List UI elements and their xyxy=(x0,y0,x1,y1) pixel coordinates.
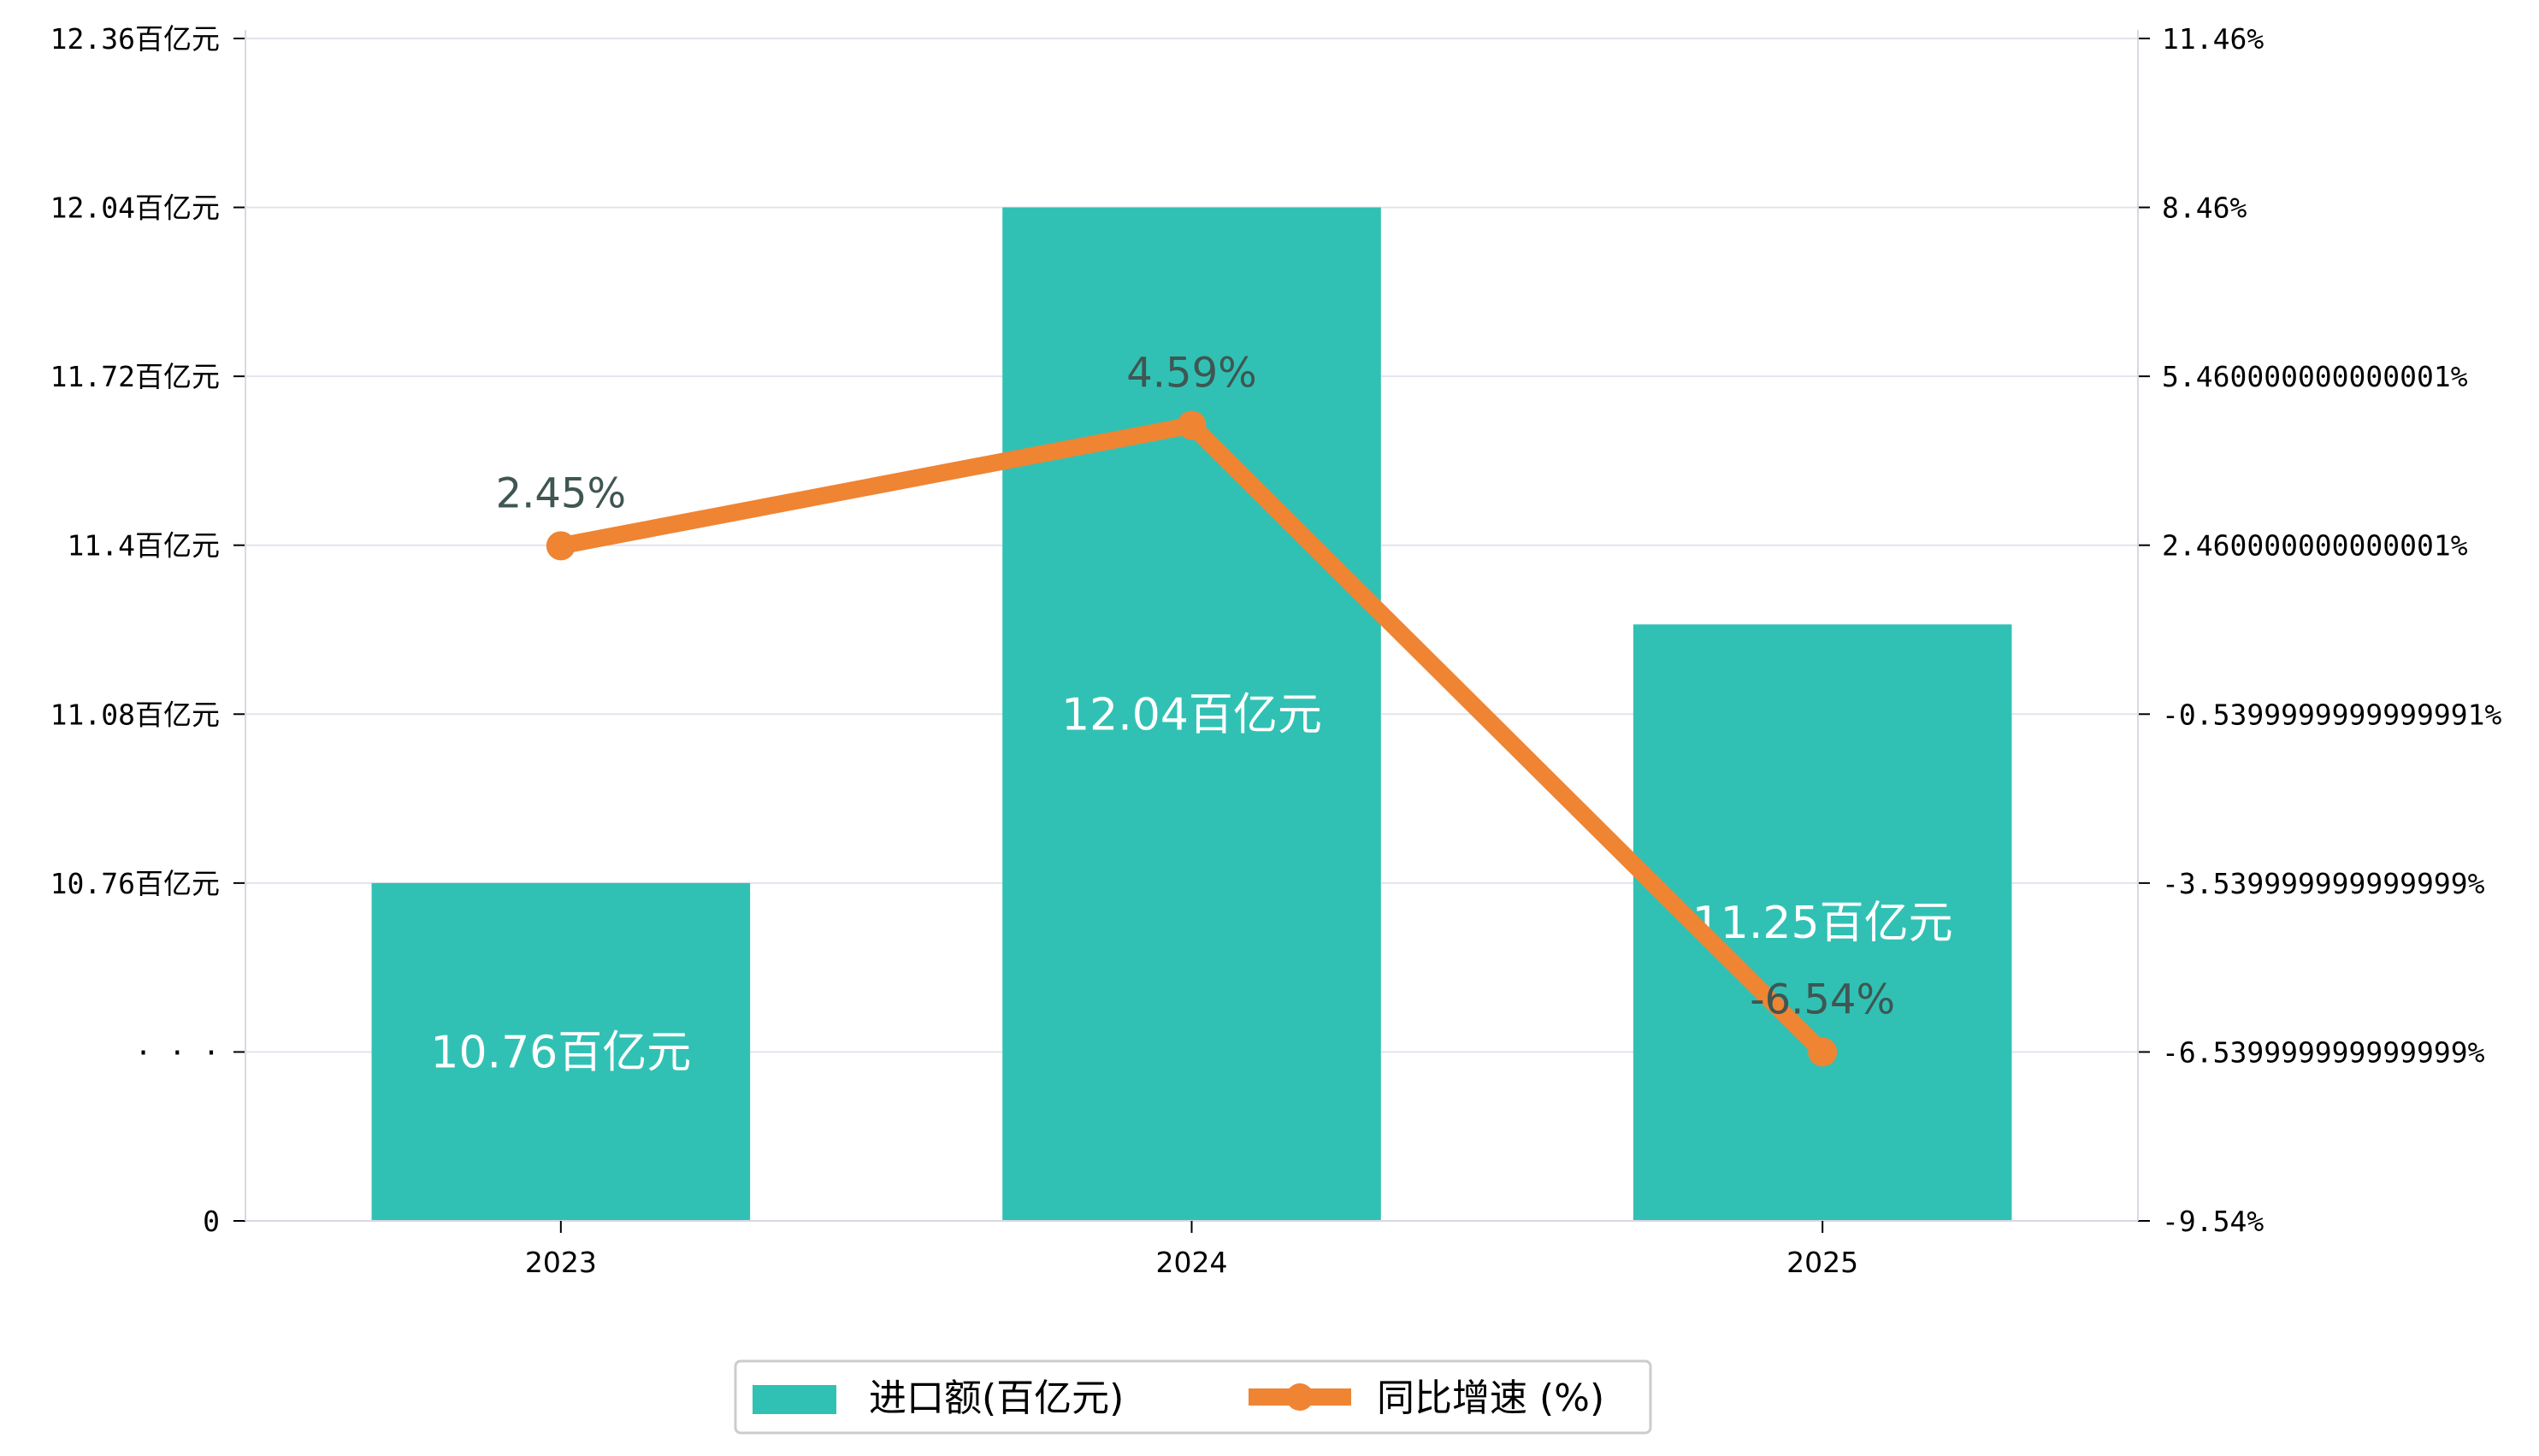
left-tick-label: · · · xyxy=(135,1035,220,1069)
legend-bar-label: 进口额(百亿元) xyxy=(869,1376,1124,1420)
right-tick-label: -6.539999999999999% xyxy=(2162,1035,2485,1069)
x-tick-label: 2025 xyxy=(1786,1246,1858,1279)
legend: 进口额(百亿元) 同比增速 (%) xyxy=(734,1359,1652,1435)
bar-value-label: 11.25百亿元 xyxy=(1692,898,1953,949)
growth-point xyxy=(1808,1037,1838,1067)
right-tick-label: 5.460000000000001% xyxy=(2162,360,2468,393)
growth-point xyxy=(546,531,576,561)
right-tick-label: -3.539999999999999% xyxy=(2162,867,2485,900)
right-tick-label: -0.5399999999999991% xyxy=(2162,698,2501,731)
growth-point xyxy=(1177,410,1207,440)
legend-bar-swatch xyxy=(753,1385,836,1414)
legend-line-marker xyxy=(1286,1383,1314,1411)
left-tick-label: 12.04百亿元 xyxy=(50,192,220,225)
bar xyxy=(1002,207,1381,1222)
bar-value-label: 12.04百亿元 xyxy=(1061,689,1322,740)
left-tick-label: 10.76百亿元 xyxy=(50,867,220,900)
axes: 0 · · · 10.76百亿元 11.08百亿元 11.4百亿元 11.72百亿元 12.… xyxy=(50,22,2502,1279)
legend-frame xyxy=(734,1359,1652,1435)
left-tick-label: 0 xyxy=(203,1205,220,1238)
left-tick-label: 11.08百亿元 xyxy=(50,698,220,731)
growth-value-label: 4.59% xyxy=(1126,349,1256,397)
right-tick-label: 2.460000000000001% xyxy=(2162,529,2468,563)
left-tick-label: 12.36百亿元 xyxy=(50,22,220,56)
left-tick-label: 11.72百亿元 xyxy=(50,360,220,393)
right-tick-label: -9.54% xyxy=(2162,1205,2264,1238)
line-labels: 2.45% 4.59% -6.54% xyxy=(496,349,1895,1023)
growth-value-label: -6.54% xyxy=(1750,976,1895,1023)
bar-value-label: 10.76百亿元 xyxy=(430,1027,691,1078)
x-tick-label: 2024 xyxy=(1156,1246,1228,1279)
growth-value-label: 2.45% xyxy=(496,469,626,517)
left-tick-label: 11.4百亿元 xyxy=(68,529,220,563)
right-tick-label: 8.46% xyxy=(2162,192,2247,225)
line-series xyxy=(546,410,1838,1067)
bar xyxy=(371,882,751,1221)
x-tick-label: 2023 xyxy=(525,1246,597,1279)
legend-line-label: 同比增速 (%) xyxy=(1377,1376,1604,1420)
right-tick-label: 11.46% xyxy=(2162,22,2264,56)
bar-labels: 10.76百亿元 12.04百亿元 11.25百亿元 xyxy=(430,689,1952,1078)
